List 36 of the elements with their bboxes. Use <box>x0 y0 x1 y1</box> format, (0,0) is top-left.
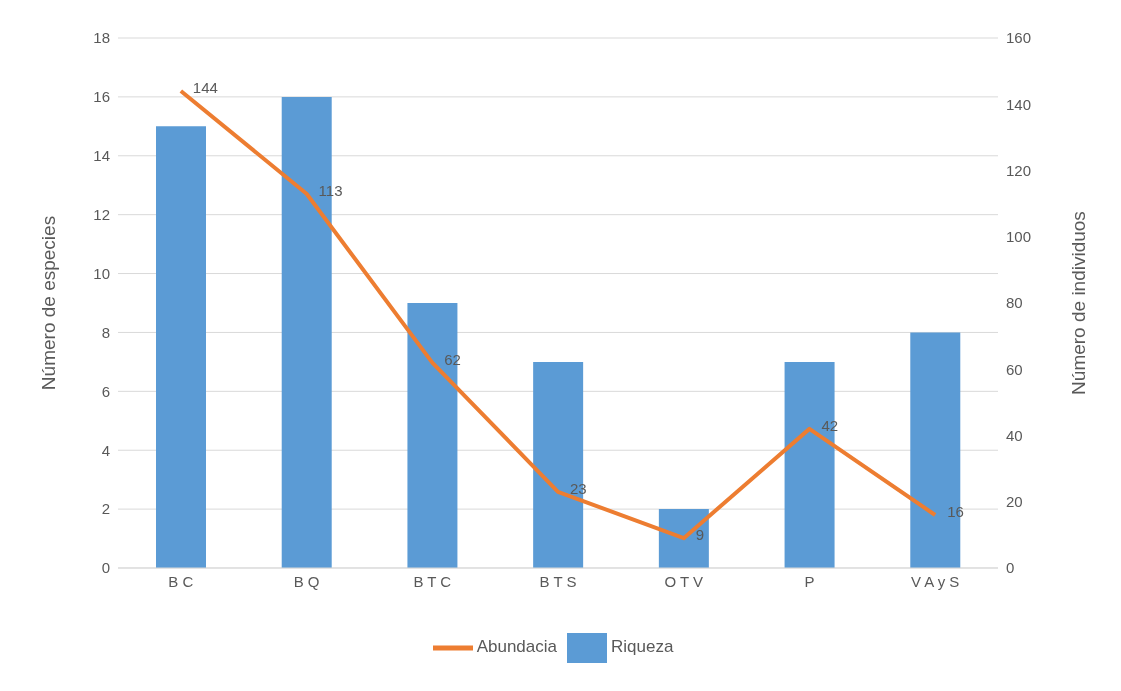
bar <box>156 126 206 568</box>
y2-tick-label: 20 <box>1006 493 1023 511</box>
y2-tick-label: 60 <box>1006 360 1023 378</box>
y2-tick-label: 40 <box>1006 426 1023 444</box>
legend-label: Abundacia <box>476 637 557 657</box>
y2-tick-label: 160 <box>1006 29 1032 47</box>
x-tick-label: P <box>804 572 815 590</box>
y-tick-label: 18 <box>93 29 110 47</box>
y-tick-label: 16 <box>93 88 110 106</box>
x-tick-label: B T S <box>539 572 577 590</box>
y2-axis-title: Número de individuos <box>1067 211 1089 395</box>
y-tick-label: 14 <box>93 147 110 165</box>
y-tick-label: 0 <box>101 559 110 577</box>
x-tick-label: B C <box>168 572 194 590</box>
y2-tick-label: 140 <box>1006 95 1032 113</box>
y-tick-label: 6 <box>101 382 110 400</box>
y2-tick-label: 120 <box>1006 161 1032 179</box>
y-tick-label: 8 <box>101 323 110 341</box>
y-tick-label: 4 <box>101 441 110 459</box>
bar <box>533 361 584 568</box>
x-tick-label: B T C <box>413 572 452 590</box>
y2-tick-label: 80 <box>1006 294 1023 312</box>
y-tick-label: 2 <box>101 500 110 518</box>
bar <box>910 332 961 568</box>
x-tick-label: O T V <box>664 572 704 590</box>
y-tick-label: 10 <box>93 264 110 282</box>
legend-label: Riqueza <box>610 637 674 657</box>
data-label: 9 <box>695 526 705 544</box>
y2-tick-label: 0 <box>1006 559 1015 577</box>
x-tick-label: V A y S <box>910 572 960 590</box>
y-axis-title: Número de especies <box>37 215 59 391</box>
x-tick-label: B Q <box>293 572 320 590</box>
y-tick-label: 12 <box>93 205 110 223</box>
bar <box>407 303 458 568</box>
y2-tick-label: 100 <box>1006 228 1032 246</box>
data-label: 144 <box>192 79 218 96</box>
